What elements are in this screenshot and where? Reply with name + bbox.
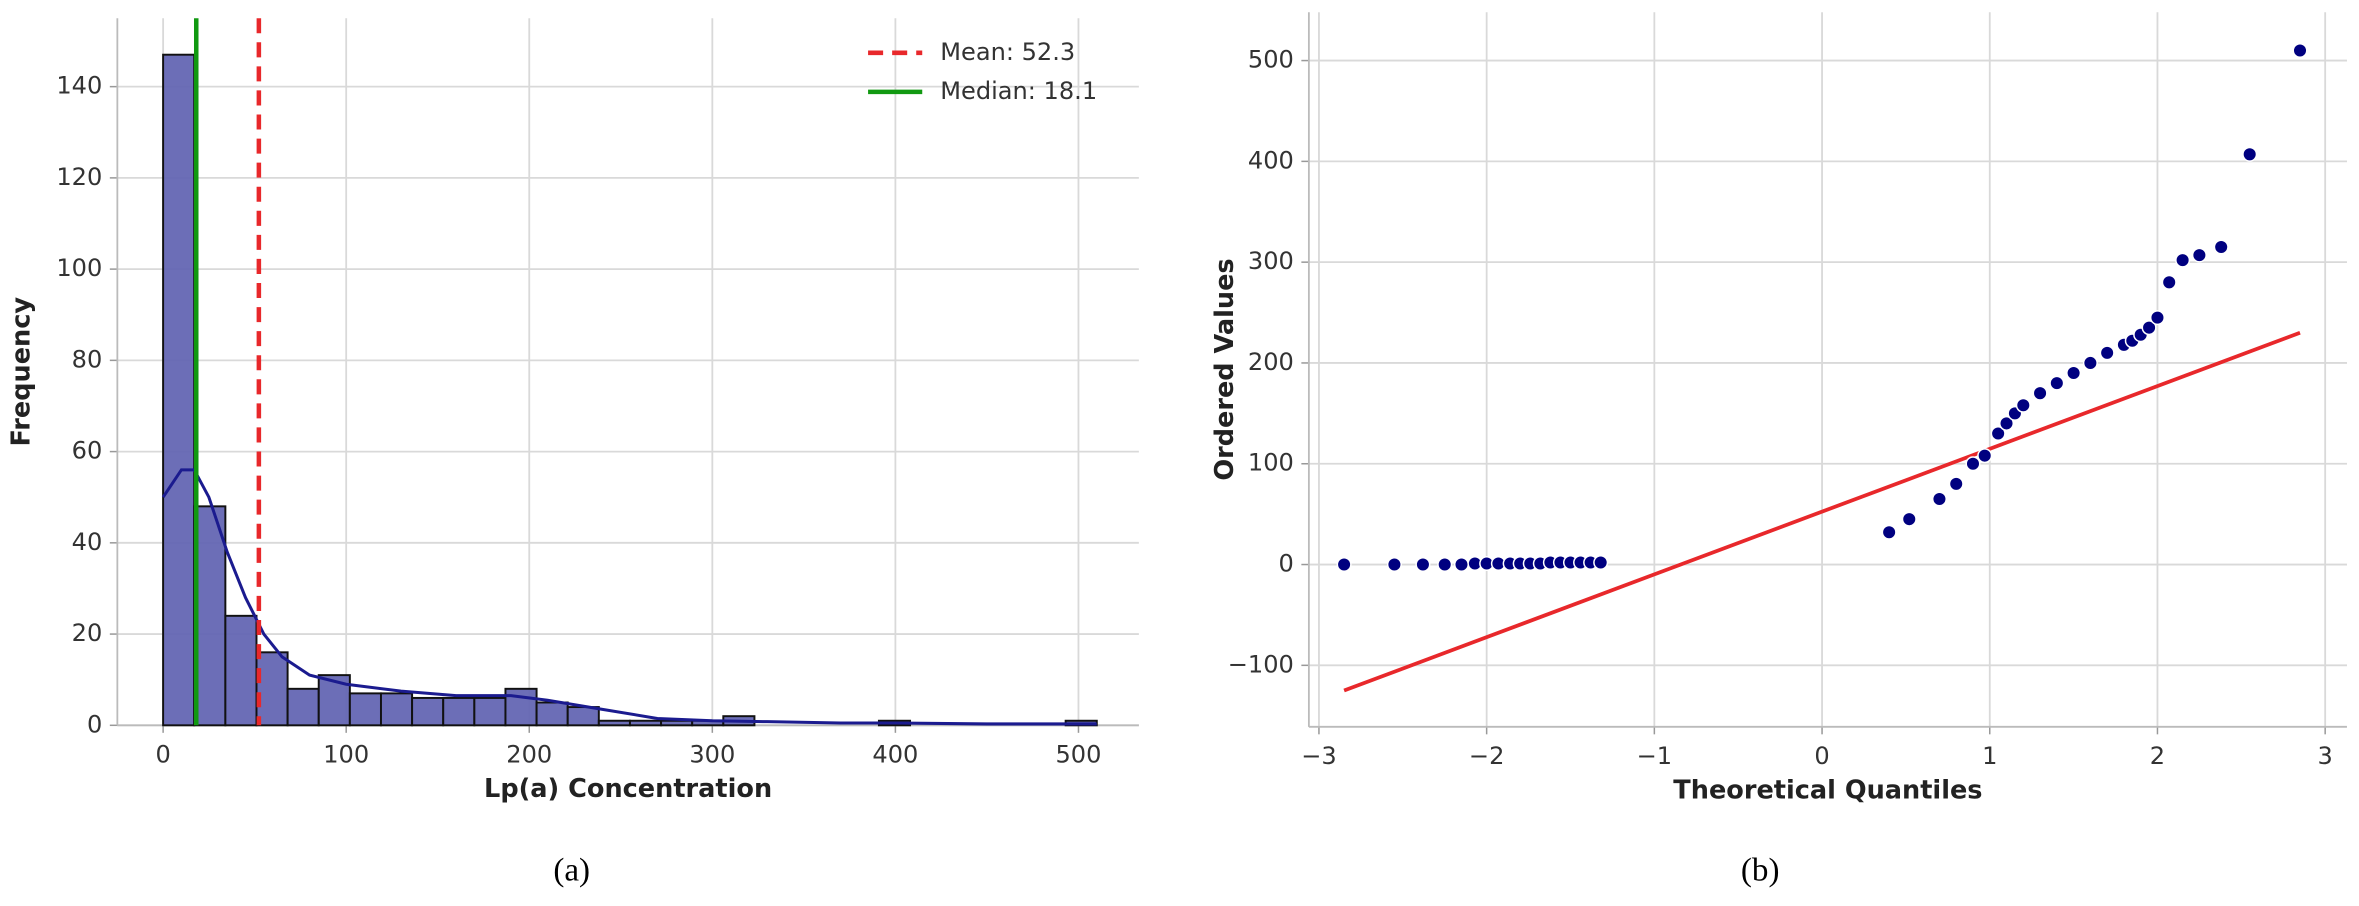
y-tick-label: 200	[1248, 348, 1294, 376]
scatter-point	[1948, 476, 1964, 492]
scatter-point	[2149, 310, 2165, 326]
histogram-bar	[379, 692, 414, 727]
x-tick-label: −3	[1301, 742, 1336, 770]
legend-label: Median: 18.1	[940, 77, 1097, 105]
scatter-point	[1901, 511, 1917, 527]
y-tick-label: 500	[1248, 46, 1294, 74]
scatter-point	[1415, 557, 1431, 573]
histogram-bar	[597, 719, 631, 727]
x-tick-label: 100	[323, 740, 369, 768]
scatter-point	[2082, 355, 2098, 371]
x-tick-label: 500	[1055, 740, 1101, 768]
y-tick-label: 140	[56, 72, 102, 100]
histogram-bar	[535, 701, 569, 727]
scatter-point	[1990, 425, 2006, 442]
scatter-point	[2175, 252, 2191, 268]
y-tick-label: 0	[87, 710, 102, 738]
legend-label: Mean: 52.3	[940, 38, 1075, 66]
kde-line	[161, 468, 1097, 726]
y-tick-label: −100	[1228, 650, 1294, 678]
fit-line	[1343, 330, 2301, 693]
histogram-bar	[442, 696, 476, 727]
x-axis-label: Lp(a) Concentration	[484, 774, 772, 804]
scatter-point	[2191, 247, 2207, 263]
scatter-point	[1453, 557, 1470, 573]
histogram-bar	[162, 53, 196, 727]
scatter-point	[2161, 274, 2177, 290]
scatter-point	[2213, 239, 2229, 255]
x-tick-label: 3	[2318, 742, 2333, 770]
scatter-point	[1437, 557, 1453, 573]
y-tick-label: 60	[72, 437, 103, 465]
x-tick-label: 300	[689, 740, 735, 768]
scatter-point	[1999, 415, 2015, 431]
scatter-point	[1977, 448, 1993, 464]
scatter-point	[2049, 375, 2065, 391]
scatter-point	[1336, 557, 1352, 573]
histogram-bar	[411, 696, 445, 727]
y-tick-label: 100	[56, 254, 102, 282]
x-tick-label: 200	[506, 740, 552, 768]
scatter-point	[1593, 554, 1609, 571]
y-axis-label: Frequency	[7, 297, 37, 447]
histogram-bar	[628, 719, 663, 727]
y-tick-label: 300	[1248, 247, 1294, 275]
y-tick-label: 80	[72, 345, 103, 373]
histogram-bar	[660, 719, 694, 727]
scatter-point	[1965, 456, 1981, 472]
x-tick-label: 2	[2150, 742, 2165, 770]
scatter-point	[1881, 524, 1897, 540]
x-tick-label: −2	[1469, 742, 1504, 770]
scatter-point	[2141, 320, 2157, 336]
y-tick-label: 40	[72, 528, 103, 556]
scatter-point	[2066, 365, 2082, 381]
caption: (b)	[1741, 852, 1780, 888]
y-tick-label: 20	[72, 619, 103, 647]
y-tick-label: 400	[1248, 146, 1294, 174]
histogram-bar	[286, 687, 320, 727]
y-tick-label: 0	[1279, 550, 1294, 578]
caption: (a)	[553, 852, 590, 888]
scatter-point	[2242, 146, 2258, 162]
histogram-bar	[255, 651, 289, 727]
x-tick-label: 400	[872, 740, 918, 768]
y-tick-label: 120	[56, 163, 102, 191]
x-tick-label: 0	[1814, 742, 1829, 770]
scatter-point	[1931, 491, 1947, 507]
x-axis-label: Theoretical Quantiles	[1673, 776, 1982, 806]
x-tick-label: 0	[155, 740, 170, 768]
scatter-point	[2032, 385, 2048, 401]
scatter-point	[2292, 42, 2308, 59]
histogram-bar	[348, 692, 382, 727]
scatter-point	[2099, 345, 2115, 361]
scatter-point	[2015, 397, 2031, 413]
y-axis-label: Ordered Values	[1210, 258, 1240, 480]
x-tick-label: 1	[1982, 742, 1997, 770]
histogram-bar	[193, 505, 227, 727]
y-tick-label: 100	[1248, 449, 1294, 477]
x-tick-label: −1	[1637, 742, 1672, 770]
histogram-bar	[224, 614, 258, 727]
histogram-bar	[566, 706, 600, 727]
histogram-bar	[473, 696, 507, 727]
scatter-point	[1386, 557, 1402, 573]
